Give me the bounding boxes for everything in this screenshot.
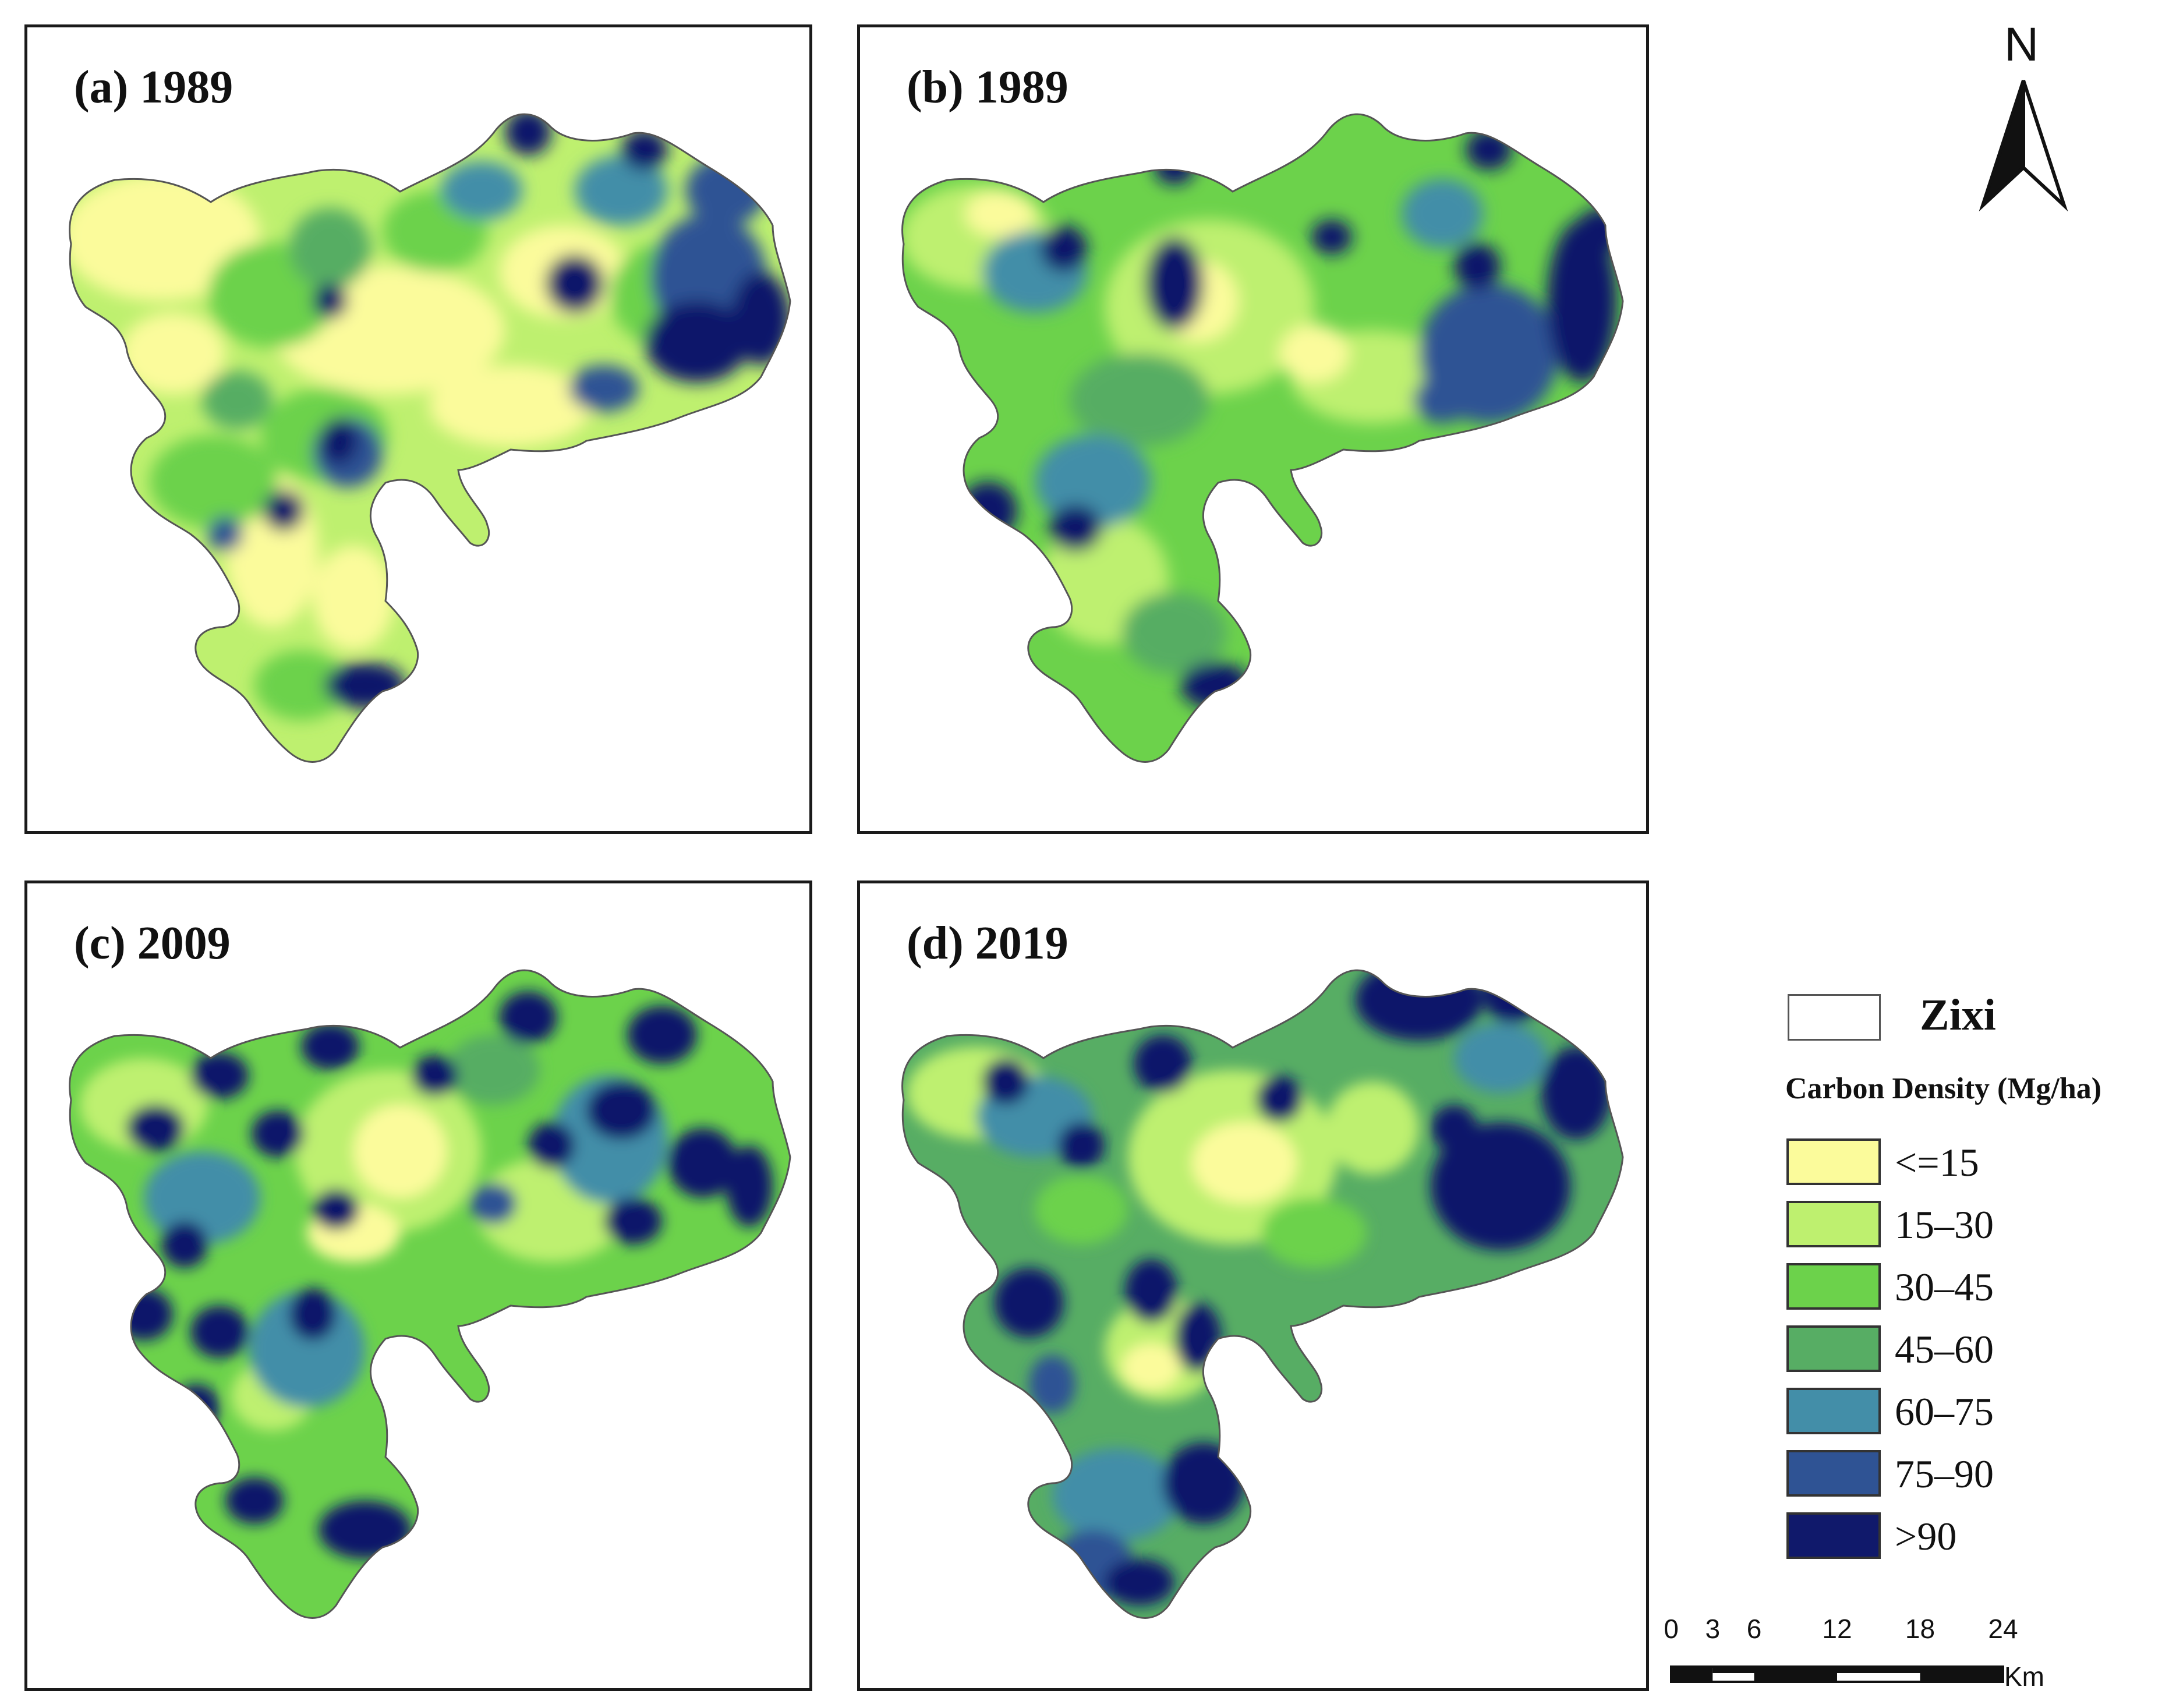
legend-swatch bbox=[1786, 1263, 1881, 1310]
legend-label: 15–30 bbox=[1895, 1203, 1994, 1247]
legend-swatch bbox=[1786, 1325, 1881, 1372]
map-b-canvas bbox=[901, 113, 1624, 763]
legend-boundary-label: Zixi bbox=[1920, 991, 1996, 1039]
panel-title: (a) 1989 bbox=[74, 62, 233, 113]
legend-swatch bbox=[1786, 1201, 1881, 1247]
north-arrow-icon bbox=[1979, 80, 2068, 212]
scale-bar-segment bbox=[1712, 1667, 1754, 1673]
map-panel-d: (d) 2019 bbox=[857, 880, 1649, 1691]
scale-tick-label: 0 bbox=[1664, 1614, 1679, 1644]
scale-tick-label: 12 bbox=[1822, 1614, 1852, 1644]
scale-bar-segment bbox=[1837, 1667, 1920, 1673]
map-panel-c: (c) 2009 bbox=[24, 880, 812, 1691]
scale-tick-label: 24 bbox=[1988, 1614, 2018, 1644]
zixi-boundary bbox=[901, 969, 1624, 1619]
zixi-boundary bbox=[901, 113, 1624, 763]
legend-label: <=15 bbox=[1895, 1140, 1979, 1184]
scale-tick-label: 3 bbox=[1705, 1614, 1721, 1644]
scale-bar-segment bbox=[1754, 1667, 1837, 1682]
panel-title: (c) 2009 bbox=[74, 918, 231, 969]
map-d-canvas bbox=[901, 969, 1624, 1619]
map-panel-b: (b) 1989 bbox=[857, 24, 1649, 834]
scale-unit: Km bbox=[2004, 1661, 2044, 1692]
scale-tick-label: 18 bbox=[1905, 1614, 1936, 1644]
scale-bar-segment bbox=[1920, 1667, 2003, 1682]
scale-bar-segment bbox=[1671, 1667, 1713, 1682]
legend-label: 75–90 bbox=[1895, 1452, 1994, 1496]
legend-label: 30–45 bbox=[1895, 1265, 1994, 1309]
zixi-boundary bbox=[69, 113, 791, 763]
legend-title: Carbon Density (Mg/ha) bbox=[1785, 1072, 2102, 1105]
legend-label: 45–60 bbox=[1895, 1327, 1994, 1371]
north-label: N bbox=[2004, 18, 2039, 71]
scale-tick-label: 6 bbox=[1746, 1614, 1762, 1644]
legend-label: 60–75 bbox=[1895, 1389, 1994, 1434]
scale-bar-graphic bbox=[1670, 1665, 2004, 1683]
map-c-canvas bbox=[69, 969, 791, 1619]
legend-swatch bbox=[1786, 1450, 1881, 1497]
map-panel-a: (a) 1989 bbox=[24, 24, 812, 834]
legend-boundary-swatch bbox=[1788, 994, 1881, 1041]
legend-swatch bbox=[1786, 1512, 1881, 1559]
legend-swatch bbox=[1786, 1388, 1881, 1434]
zixi-boundary bbox=[69, 969, 791, 1619]
panel-title: (b) 1989 bbox=[907, 62, 1068, 113]
map-a-canvas bbox=[69, 113, 791, 763]
legend-swatch bbox=[1786, 1138, 1881, 1185]
legend-label: >90 bbox=[1895, 1514, 1957, 1558]
panel-title: (d) 2019 bbox=[907, 918, 1068, 969]
scale-bar: Km 0 3 6 12 18 24 bbox=[1660, 1613, 2044, 1695]
